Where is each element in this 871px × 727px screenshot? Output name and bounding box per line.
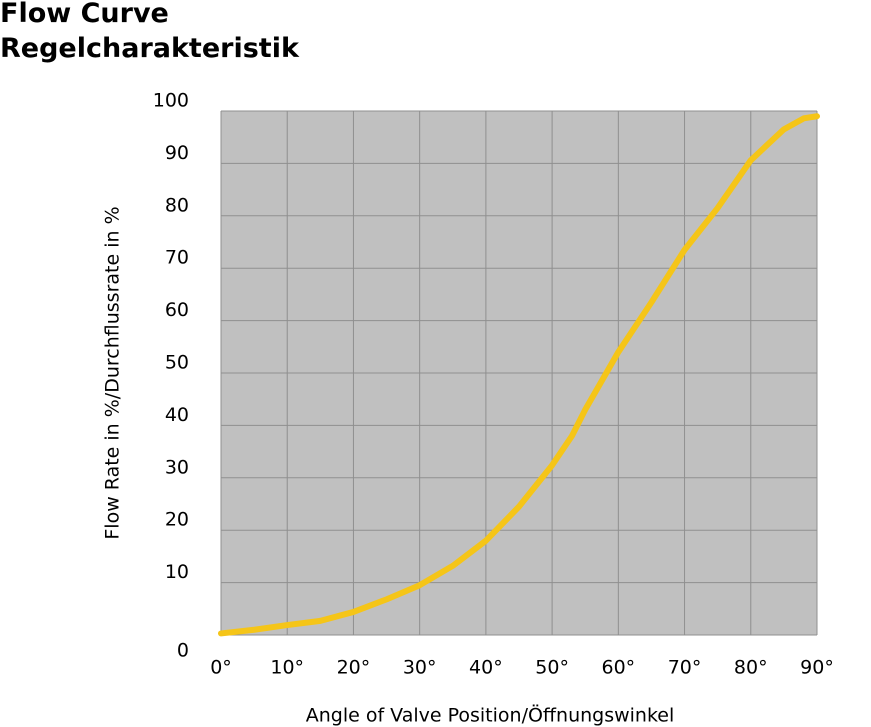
x-tick-label: 30° [403,657,437,679]
y-tick-label: 70 [165,247,189,269]
y-tick-label: 80 [165,194,189,216]
x-tick-label: 70° [668,657,702,679]
x-axis-label: Angle of Valve Position/Öffnungswinkel [306,704,675,727]
x-tick-label: 10° [270,657,304,679]
x-tick-label: 20° [337,657,371,679]
y-tick-label: 20 [165,509,189,531]
flow-curve [218,113,820,637]
y-tick-label: 40 [165,404,189,426]
y-tick-label: 50 [165,352,189,374]
y-tick-label: 90 [165,142,189,164]
chart-subtitle: Regelcharakteristik [0,33,300,64]
y-tick-label: 10 [165,561,189,583]
y-axis-label: Flow Rate in %/Durchflussrate in % [102,206,124,539]
x-tick-label: 60° [601,657,635,679]
y-tick-label: 0 [177,640,189,662]
x-tick-label: 0° [210,657,232,679]
y-tick-label: 100 [153,90,189,112]
x-tick-label: 90° [800,657,834,679]
y-tick-label: 30 [165,456,189,478]
x-tick-label: 50° [535,657,569,679]
x-tick-label: 40° [469,657,503,679]
y-tick-label: 60 [165,299,189,321]
x-tick-label: 80° [734,657,768,679]
chart-title: Flow Curve [0,0,169,29]
